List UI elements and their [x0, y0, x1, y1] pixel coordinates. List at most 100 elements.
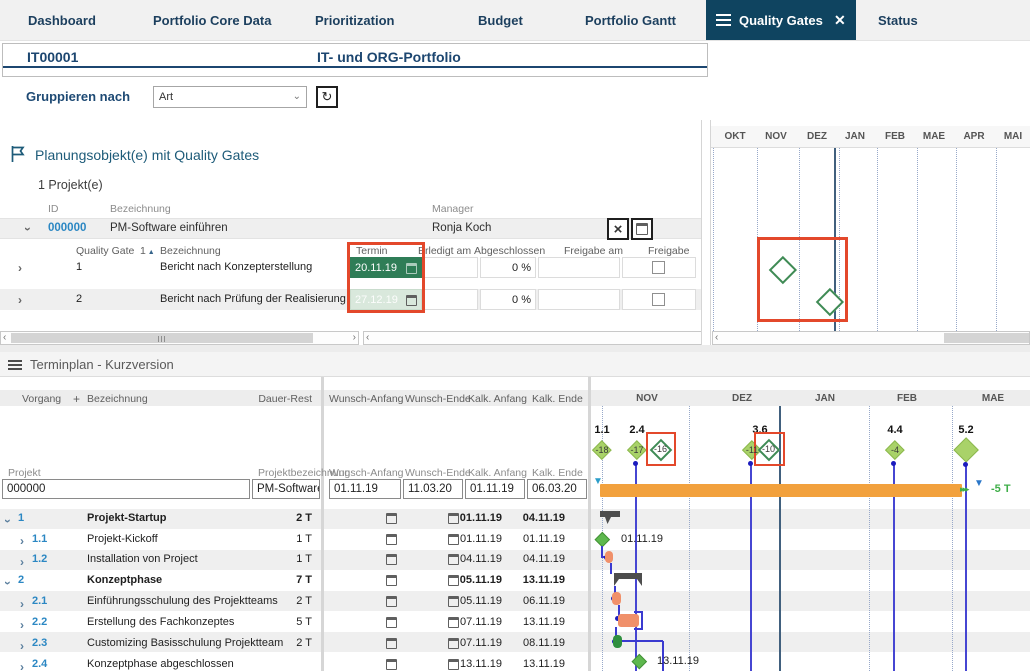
abgeschlossen-cell[interactable]: 0 % [480, 257, 536, 278]
col-freigabe[interactable]: Freigabe [648, 245, 690, 257]
scroll-left-icon[interactable]: ‹ [715, 332, 719, 343]
freigabe-checkbox[interactable] [652, 261, 665, 274]
scroll-left-icon[interactable]: ‹ [3, 332, 7, 343]
calendar-icon[interactable] [448, 513, 459, 524]
project-id-link[interactable]: 000000 [48, 222, 87, 234]
col-vorgang[interactable]: Vorgang [22, 393, 62, 405]
panel-splitter[interactable] [701, 120, 711, 345]
milestone-diamond[interactable]: -11 [742, 440, 762, 460]
task-number[interactable]: 1.2 [32, 553, 48, 565]
grouping-select[interactable]: Art ⌄ [153, 86, 307, 108]
task-name[interactable]: Customizing Basisschulung Projektteam [87, 637, 284, 649]
tab-budget[interactable]: Budget [478, 13, 523, 28]
task-name[interactable]: Einführungsschulung des Projektteams [87, 595, 278, 607]
column-divider[interactable] [588, 377, 591, 671]
delete-button[interactable]: × [607, 218, 629, 240]
task-name[interactable]: Konzeptphase abgeschlossen [87, 658, 234, 670]
menu-icon[interactable] [8, 360, 22, 362]
calendar-icon[interactable] [448, 596, 459, 607]
kalk-anfang-field[interactable]: 01.11.19 [465, 479, 525, 499]
milestone-diamond[interactable]: -18 [592, 440, 612, 460]
task-milestone-diamond[interactable] [631, 653, 647, 669]
refresh-button[interactable]: ↻ [316, 86, 338, 108]
calendar-icon[interactable] [386, 575, 397, 586]
freigabe-checkbox[interactable] [652, 293, 665, 306]
col-freigabe-am[interactable]: Freigabe am [564, 245, 623, 257]
calendar-icon[interactable] [448, 534, 459, 545]
task-number[interactable]: 1.1 [32, 533, 48, 545]
task-name[interactable]: Projekt-Startup [87, 512, 167, 524]
project-id-field[interactable]: 000000 [2, 479, 250, 499]
erledigt-cell[interactable] [424, 289, 478, 310]
freigabe-am-cell[interactable] [538, 257, 620, 278]
summary-bar[interactable] [600, 511, 620, 524]
calendar-icon[interactable] [448, 638, 459, 649]
expand-icon[interactable]: › [18, 293, 22, 307]
task-name[interactable]: Installation von Project [87, 553, 198, 565]
calendar-icon[interactable] [448, 575, 459, 586]
scroll-left-icon[interactable]: ‹ [366, 332, 370, 343]
task-bar[interactable] [605, 551, 613, 563]
task-bar[interactable] [613, 635, 622, 648]
scrollbar-thumb[interactable] [944, 333, 1029, 343]
milestone-diamond[interactable] [953, 437, 979, 463]
col-wunsch-anfang[interactable]: Wunsch-Anfang [329, 393, 404, 405]
col-wunsch-ende[interactable]: Wunsch-Ende [405, 393, 471, 405]
col-bezeichnung[interactable]: Bezeichnung [87, 393, 148, 405]
sort-indicator[interactable]: 1 ▲ [140, 245, 155, 257]
erledigt-cell[interactable] [424, 257, 478, 278]
abgeschlossen-cell[interactable]: 0 % [480, 289, 536, 310]
expand-icon[interactable]: › [20, 597, 24, 611]
freigabe-am-cell[interactable] [538, 289, 620, 310]
task-number[interactable]: 2.1 [32, 595, 48, 607]
milestone-diamond-outlined[interactable]: -10 [757, 438, 780, 461]
tab-prioritization[interactable]: Prioritization [315, 13, 395, 28]
calendar-icon[interactable] [386, 554, 397, 565]
scroll-right-icon[interactable]: › [352, 332, 356, 343]
wunsch-ende-field[interactable]: 11.03.20 [403, 479, 463, 499]
tab-portfolio-core-data[interactable]: Portfolio Core Data [153, 13, 272, 28]
task-name[interactable]: Projekt-Kickoff [87, 533, 158, 545]
wunsch-anfang-field[interactable]: 01.11.19 [329, 479, 401, 499]
col-abgeschlossen[interactable]: Abgeschlossen [474, 245, 546, 257]
task-milestone-diamond[interactable] [594, 531, 610, 547]
splitter-grip-icon[interactable] [158, 336, 159, 342]
collapse-icon[interactable]: › [1, 519, 15, 523]
col-dauer-rest[interactable]: Dauer-Rest [258, 393, 312, 405]
calendar-icon[interactable] [386, 638, 397, 649]
calendar-icon[interactable] [386, 659, 397, 670]
scrollbar-middle[interactable]: ‹ › [363, 331, 708, 345]
scrollbar-left[interactable]: ‹ › [0, 331, 359, 345]
calendar-icon[interactable] [386, 596, 397, 607]
calendar-icon[interactable] [386, 513, 397, 524]
calendar-button[interactable] [631, 218, 653, 240]
scrollbar-gantt-top[interactable]: ‹ [712, 331, 1030, 345]
task-name[interactable]: Erstellung des Fachkonzeptes [87, 616, 235, 628]
add-task-icon[interactable]: + [73, 392, 81, 406]
close-icon[interactable]: ✕ [834, 12, 846, 28]
collapse-icon[interactable]: › [21, 227, 35, 231]
calendar-icon[interactable] [448, 554, 459, 565]
expand-icon[interactable]: › [20, 618, 24, 632]
expand-icon[interactable]: › [20, 660, 24, 671]
tab-dashboard[interactable]: Dashboard [28, 13, 96, 28]
summary-bar[interactable] [614, 573, 642, 586]
task-bar[interactable] [612, 592, 621, 605]
col-termin[interactable]: Termin [356, 245, 388, 257]
col-gate-bezeichnung[interactable]: Bezeichnung [160, 245, 221, 257]
calendar-icon[interactable] [448, 617, 459, 628]
kalk-ende-field[interactable]: 06.03.20 [527, 479, 587, 499]
expand-icon[interactable]: › [20, 534, 24, 548]
tab-portfolio-gantt[interactable]: Portfolio Gantt [585, 13, 676, 28]
project-name-field[interactable]: PM-Software einführen [252, 479, 320, 499]
task-bar[interactable] [618, 614, 639, 627]
expand-icon[interactable]: › [20, 639, 24, 653]
tab-quality-gates-active[interactable]: Quality Gates ✕ [706, 0, 856, 40]
task-name[interactable]: Konzeptphase [87, 574, 163, 586]
calendar-icon[interactable] [448, 659, 459, 670]
col-kalk-anfang[interactable]: Kalk. Anfang [468, 393, 527, 405]
milestone-diamond[interactable]: -17 [627, 440, 647, 460]
project-summary-bar[interactable] [600, 484, 962, 497]
task-number[interactable]: 2.2 [32, 616, 48, 628]
task-number[interactable]: 2.3 [32, 637, 48, 649]
